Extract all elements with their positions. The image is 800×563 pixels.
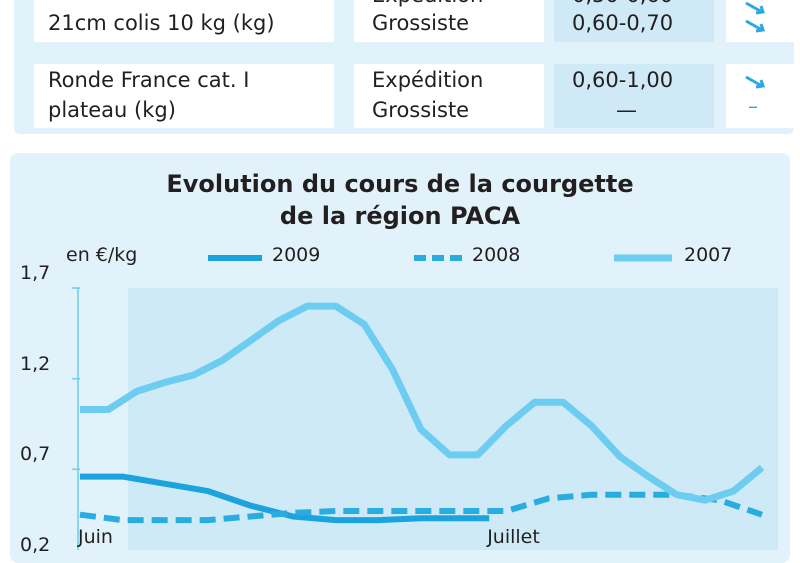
table-cell-price — [554, 0, 714, 42]
table-cell-trend — [726, 64, 794, 128]
table-row1-stage: Grossiste — [372, 11, 470, 35]
table-row2-price-line1: 0,60-1,00 — [572, 68, 674, 92]
chart-title-line2: de la région PACA — [279, 202, 521, 230]
table-row1-price-partial: 0,50-0,60 — [572, 0, 673, 10]
table-row2-price-line2: — — [616, 98, 637, 122]
table-row1-product: 21cm colis 10 kg (kg) — [48, 11, 275, 35]
table-cell-stage — [354, 64, 544, 128]
trend-down-icon — [745, 1, 765, 15]
trend-down-icon — [745, 75, 765, 89]
y-tick-label: 1,2 — [20, 352, 51, 375]
table-cell-stage — [354, 0, 544, 42]
x-month-label: Juillet — [487, 526, 540, 548]
series-line-2009 — [80, 473, 490, 524]
y-tick-label: 1,7 — [20, 262, 51, 284]
table-row1-price: 0,60-0,70 — [572, 11, 674, 35]
legend-label-2008: 2008 — [472, 244, 521, 266]
table-cell-price — [554, 64, 714, 128]
x-month-label: Juin — [78, 526, 113, 548]
trend-stable-mark: – — [748, 94, 758, 118]
table-row2-product-line2: plateau (kg) — [48, 98, 176, 122]
table-cell-product — [34, 64, 334, 128]
chart-unit-label: en €/kg — [66, 244, 138, 266]
series-line-2008 — [79, 491, 763, 524]
price-table: 21cm colis 10 kg (kg) Expédition Grossis… — [14, 0, 794, 134]
legend-label-2007: 2007 — [684, 244, 733, 266]
trend-down-icon — [745, 19, 765, 33]
table-row2-product-line1: Ronde France cat. I — [48, 68, 250, 92]
y-tick-label: 0,7 — [20, 443, 51, 466]
y-tick-label: 0,2 — [20, 534, 51, 556]
chart-plot — [72, 254, 778, 550]
legend-label-2009: 2009 — [272, 244, 321, 266]
series-line-2007 — [80, 302, 765, 504]
table-row2-stage-line1: Expédition — [372, 68, 484, 92]
table-row1-stage-partial: Expédition — [372, 0, 483, 10]
table-cell-product — [34, 0, 334, 42]
table-row2-stage-line2: Grossiste — [372, 98, 470, 122]
plot-band — [128, 288, 778, 550]
chart-title-line1: Evolution du cours de la courgette — [166, 170, 634, 198]
